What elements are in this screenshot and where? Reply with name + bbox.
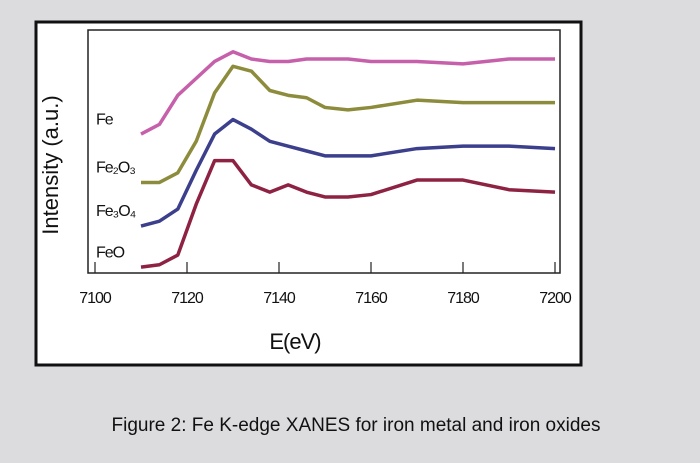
x-tick-label: 7120: [171, 290, 204, 307]
legend-label: FeO: [96, 244, 125, 261]
legend-label: Fe₃O₄: [96, 203, 136, 220]
x-tick-label: 7180: [447, 290, 480, 307]
caption: Figure 2: Fe K-edge XANES for iron metal…: [112, 415, 601, 436]
x-tick-label: 7160: [355, 290, 388, 307]
x-tick-label: 7140: [263, 290, 296, 307]
x-tick-label: 7100: [79, 290, 112, 307]
legend-label: Fe₂O₃: [96, 160, 135, 177]
series-line: [140, 50, 555, 136]
series-line: [140, 117, 556, 228]
plot-frame: [87, 29, 561, 274]
legend-label: Fe: [96, 111, 114, 128]
x-axis-label: E(eV): [269, 329, 320, 354]
x-tick-label: 7200: [539, 290, 572, 307]
series-line: [140, 158, 556, 269]
y-axis-label: Intensity (a.u.): [38, 95, 63, 234]
series-line: [141, 64, 555, 185]
